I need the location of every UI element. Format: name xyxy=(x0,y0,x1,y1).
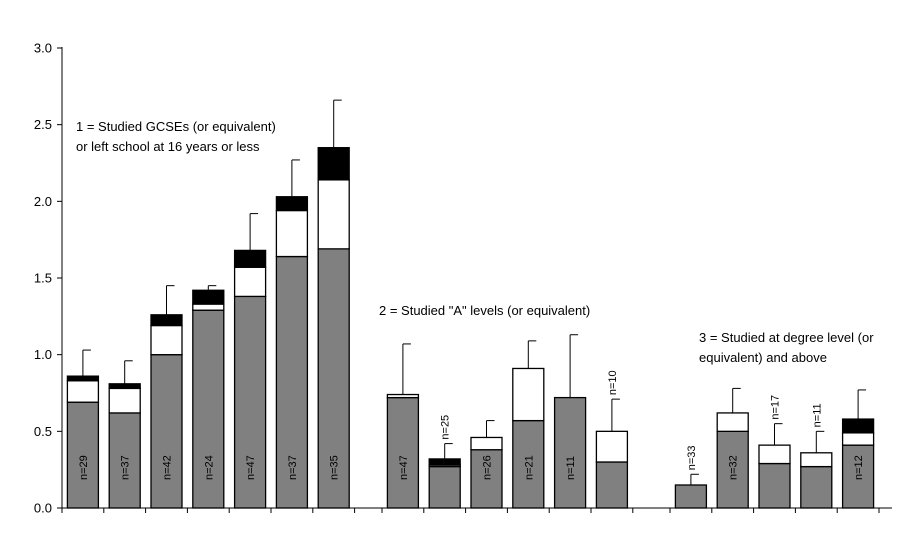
bars-layer: n=29 n=37 n=42 n=24 n=47 n=37 n=35 n=47 n=25 n=26… xyxy=(66,99,875,509)
bar-n-label: n=33 xyxy=(686,445,698,470)
bar-n-label: n=21 xyxy=(523,455,535,480)
bar-segment-2 xyxy=(150,324,183,356)
bar-n-label: n=25 xyxy=(440,415,452,440)
bar-segment-2 xyxy=(233,266,267,298)
bar-segment-2 xyxy=(386,393,420,399)
bar-n-label: n=12 xyxy=(853,455,865,480)
bar-n-label: n=24 xyxy=(203,455,215,480)
bar-segment-3 xyxy=(192,289,225,305)
bar-segment-1 xyxy=(317,248,350,509)
bar-segment-1 xyxy=(428,465,461,509)
bar: n=37 xyxy=(108,360,141,509)
y-tick-label: 0.5 xyxy=(34,424,52,439)
group-annotation-line: or left school at 16 years or less xyxy=(76,139,260,154)
bar-segment-2 xyxy=(470,436,503,451)
bar: n=42 xyxy=(150,285,183,509)
bar-segment-3 xyxy=(841,418,875,434)
bar-segment-3 xyxy=(108,383,141,390)
bar-n-label: n=35 xyxy=(329,455,341,480)
bar-segment-1 xyxy=(595,461,629,509)
bar-segment-2 xyxy=(192,303,225,311)
bar-segment-1 xyxy=(386,396,420,509)
bar-segment-2 xyxy=(758,444,791,465)
bar: n=17 xyxy=(758,395,791,509)
y-axis: 0.0 0.5 1.0 1.5 2.0 2.5 3.0 xyxy=(34,41,63,516)
bar-n-label: n=26 xyxy=(482,455,494,480)
bar-segment-3 xyxy=(275,196,309,212)
bar-segment-2 xyxy=(595,430,629,463)
group-annotation-line: 1 = Studied GCSEs (or equivalent) xyxy=(76,119,276,134)
bar-segment-1 xyxy=(150,354,183,509)
bar-segment-1 xyxy=(275,255,309,509)
group-annotation-line: 2 = Studied "A" levels (or equivalent) xyxy=(379,303,590,318)
y-tick-label: 3.0 xyxy=(34,41,52,56)
bar-n-label: n=10 xyxy=(607,370,619,395)
bar-n-label: n=11 xyxy=(565,456,577,480)
bar-n-label: n=17 xyxy=(770,395,782,420)
y-tick-label: 0.0 xyxy=(34,501,52,516)
bar-segment-1 xyxy=(108,412,141,509)
bar-segment-1 xyxy=(192,309,225,509)
bar: n=11 xyxy=(800,403,833,509)
bar: n=33 xyxy=(674,445,708,509)
bar: n=21 xyxy=(512,340,545,509)
bar-segment-2 xyxy=(108,387,141,414)
bar-segment-3 xyxy=(150,314,183,327)
bar-segment-3 xyxy=(428,458,461,466)
bar-n-label: n=29 xyxy=(78,455,90,480)
bar-segment-1 xyxy=(233,295,267,509)
bar: n=12 xyxy=(841,389,875,509)
bar-segment-1 xyxy=(553,396,587,509)
x-axis xyxy=(61,507,892,513)
bar-n-label: n=47 xyxy=(245,455,257,480)
bar-segment-2 xyxy=(66,380,100,403)
bar-n-label: n=42 xyxy=(162,455,174,480)
group-annotation-line: equivalent) and above xyxy=(699,350,827,365)
bar: n=11 xyxy=(553,334,587,509)
bar-segment-1 xyxy=(800,465,833,509)
bar: n=29 xyxy=(66,349,100,509)
bar-segment-3 xyxy=(66,375,100,382)
bar: n=24 xyxy=(192,285,225,509)
group-annotation-line: 3 = Studied at degree level (or xyxy=(699,330,874,345)
bar-segment-1 xyxy=(66,401,100,509)
bar-segment-1 xyxy=(674,484,708,509)
bar-n-label: n=37 xyxy=(120,455,132,480)
bar-segment-1 xyxy=(841,444,875,509)
y-tick-label: 2.5 xyxy=(34,117,52,132)
bar: n=37 xyxy=(275,159,309,509)
bar-segment-3 xyxy=(233,249,267,268)
bar-segment-2 xyxy=(317,179,350,250)
bar: n=35 xyxy=(317,99,350,509)
y-tick-label: 1.0 xyxy=(34,347,52,362)
bar-segment-3 xyxy=(317,147,350,181)
bar: n=25 xyxy=(428,415,461,509)
bar: n=47 xyxy=(386,343,420,509)
bar-segment-1 xyxy=(758,462,791,509)
bar-segment-2 xyxy=(512,367,545,422)
bar-segment-1 xyxy=(470,449,503,509)
bar: n=32 xyxy=(716,387,749,509)
bar: n=47 xyxy=(233,213,267,509)
bar-segment-2 xyxy=(841,432,875,446)
bar-n-label: n=37 xyxy=(287,455,299,480)
bar-segment-2 xyxy=(800,452,833,468)
bar-n-label: n=32 xyxy=(728,455,740,480)
y-tick-label: 1.5 xyxy=(34,271,52,286)
bar-segment-1 xyxy=(512,419,545,509)
bar-n-label: n=11 xyxy=(811,403,823,427)
bar: n=10 xyxy=(595,370,629,509)
y-tick-label: 2.0 xyxy=(34,194,52,209)
annotations-layer: 1 = Studied GCSEs (or equivalent) or left… xyxy=(76,119,874,365)
bar: n=26 xyxy=(470,420,503,509)
bar-n-label: n=47 xyxy=(398,455,410,480)
bar-segment-2 xyxy=(716,412,749,432)
bar-segment-2 xyxy=(275,209,309,258)
